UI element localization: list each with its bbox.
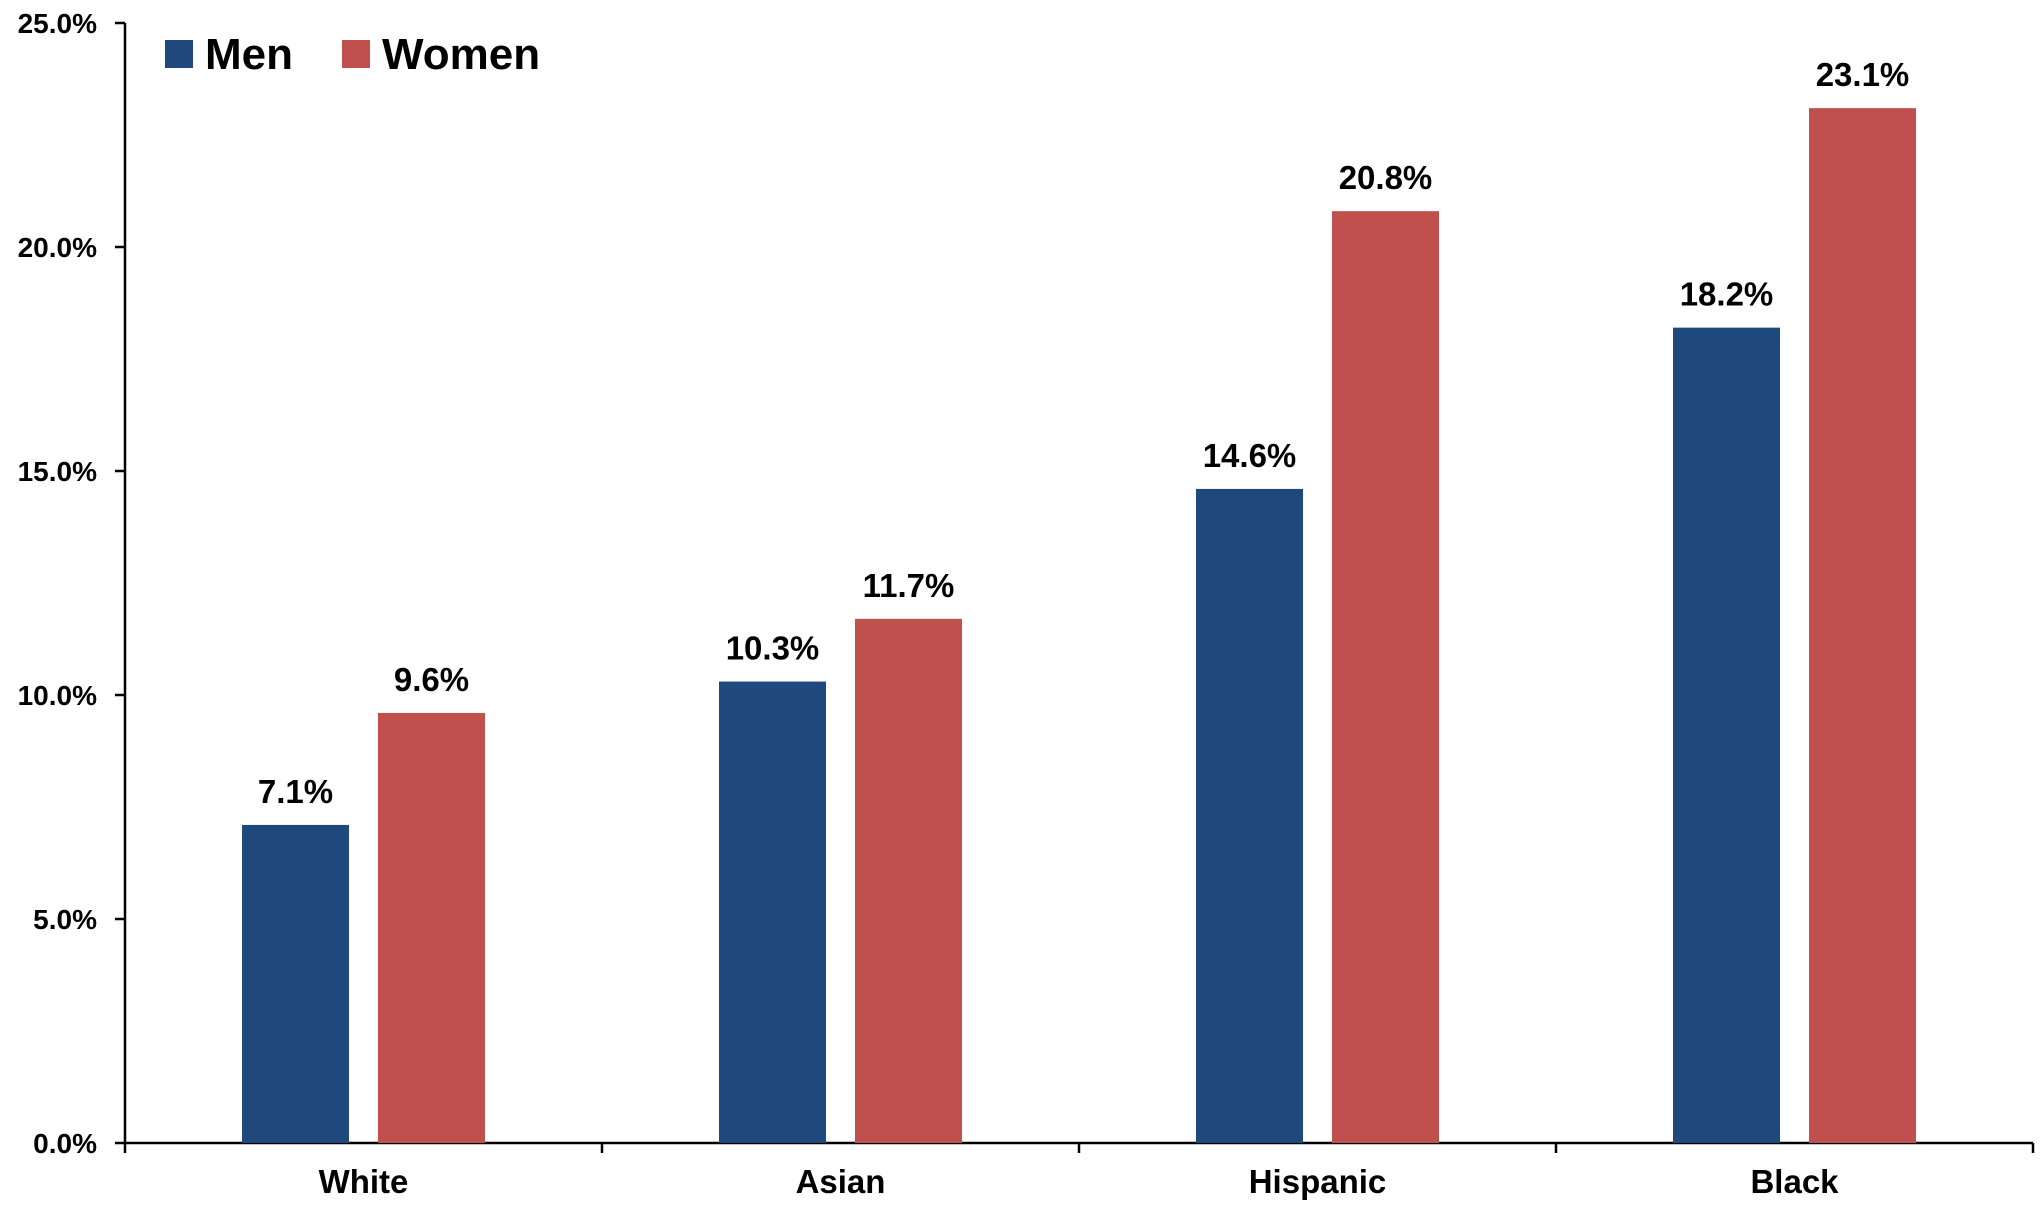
legend-label-men: Men bbox=[205, 30, 293, 79]
legend: Men Women bbox=[165, 30, 540, 79]
data-label-women-asian: 11.7% bbox=[863, 567, 955, 604]
bar-women-hispanic bbox=[1332, 211, 1439, 1143]
data-label-men-black: 18.2% bbox=[1680, 276, 1774, 313]
x-axis: White Asian Hispanic Black bbox=[123, 1141, 2035, 1200]
data-label-women-black: 23.1% bbox=[1816, 56, 1910, 93]
x-tick-label-hispanic: Hispanic bbox=[1249, 1163, 1387, 1200]
data-labels: 7.1% 10.3% 14.6% 18.2% 9.6% 11.7% 20.8% 23.1% bbox=[258, 56, 1909, 810]
bar-men-black bbox=[1673, 327, 1780, 1143]
data-label-men-hispanic: 14.6% bbox=[1203, 437, 1297, 474]
y-axis: 0.0% 5.0% 10.0% 15.0% 20.0% 25.0% bbox=[18, 8, 127, 1159]
x-tick-label-asian: Asian bbox=[796, 1163, 886, 1200]
data-label-men-asian: 10.3% bbox=[726, 630, 820, 667]
legend-swatch-women bbox=[342, 40, 370, 68]
y-tick-label: 5.0% bbox=[33, 904, 97, 935]
y-tick-label: 20.0% bbox=[18, 232, 97, 263]
y-tick-label: 10.0% bbox=[18, 680, 97, 711]
y-tick-label: 25.0% bbox=[18, 8, 97, 39]
x-tick-label-white: White bbox=[319, 1163, 409, 1200]
bars bbox=[242, 108, 1916, 1144]
bar-women-white bbox=[378, 712, 485, 1143]
y-tick-label: 15.0% bbox=[18, 456, 97, 487]
bar-men-hispanic bbox=[1196, 488, 1303, 1143]
legend-swatch-men bbox=[165, 40, 193, 68]
data-label-men-white: 7.1% bbox=[258, 773, 333, 810]
x-tick-label-black: Black bbox=[1750, 1163, 1839, 1200]
bar-men-asian bbox=[719, 681, 826, 1143]
bar-women-black bbox=[1809, 108, 1916, 1144]
y-tick-label: 0.0% bbox=[33, 1128, 97, 1159]
legend-label-women: Women bbox=[382, 30, 540, 79]
data-label-women-hispanic: 20.8% bbox=[1339, 159, 1433, 196]
bar-men-white bbox=[242, 824, 349, 1143]
data-label-women-white: 9.6% bbox=[394, 661, 469, 698]
bar-women-asian bbox=[855, 618, 962, 1143]
